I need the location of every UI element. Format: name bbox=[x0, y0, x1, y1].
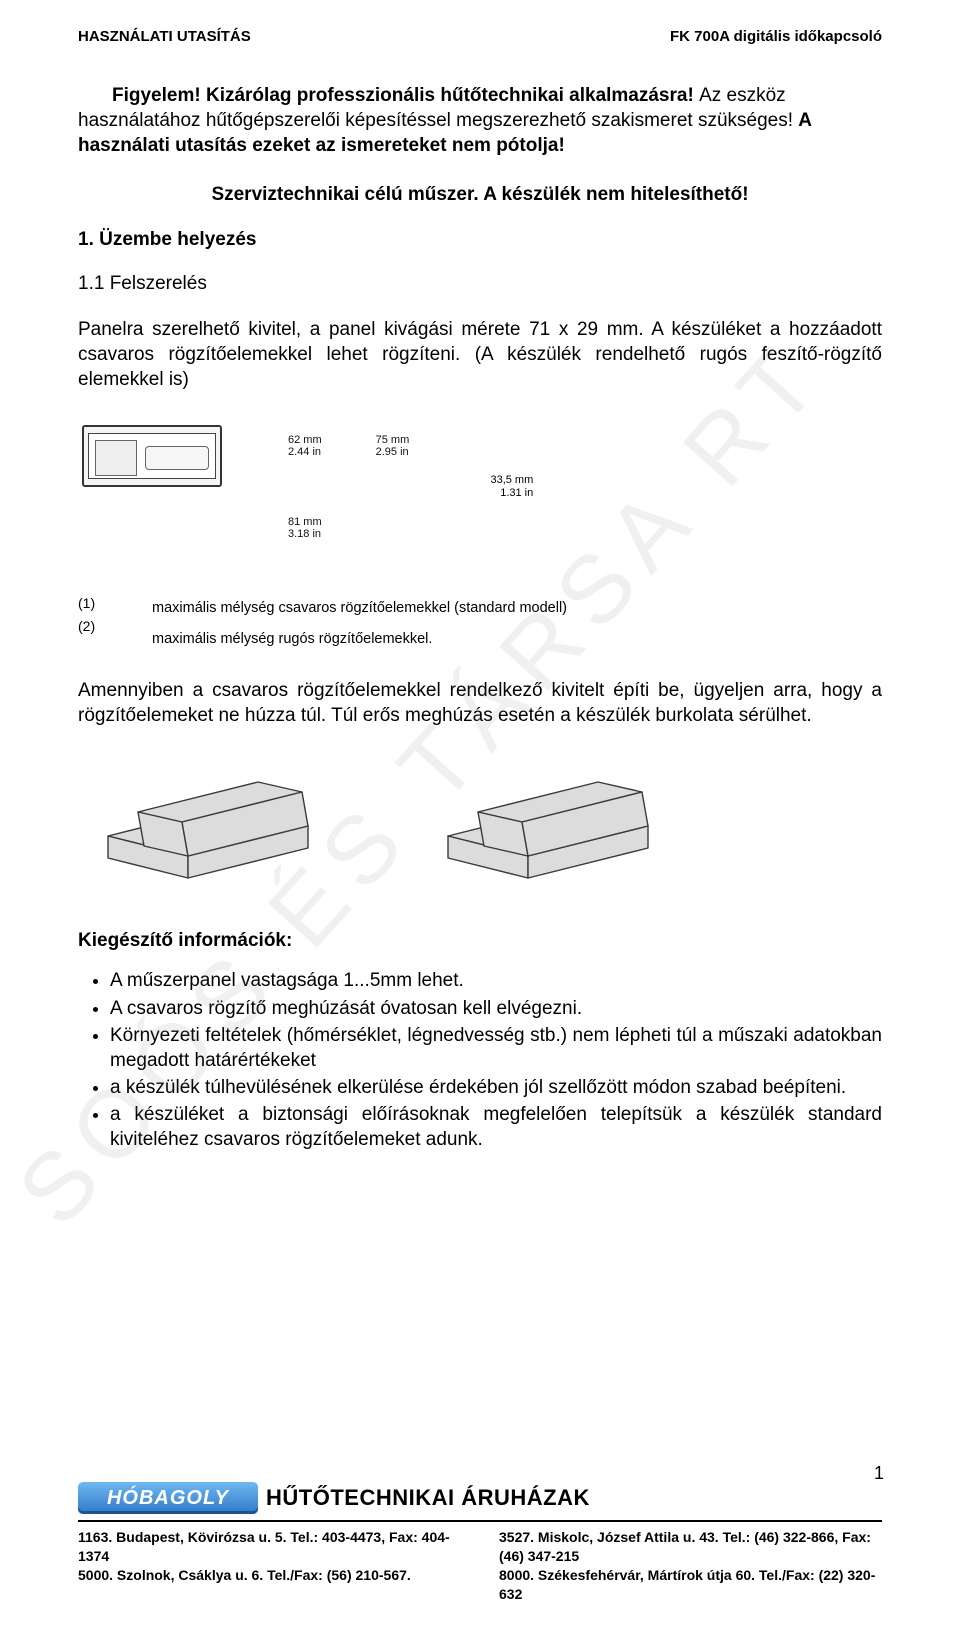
dim-w3-mm: 81 mm bbox=[288, 516, 409, 528]
dim-w1-in: 2.44 in bbox=[288, 446, 322, 458]
dimension-labels: 62 mm 2.44 in 75 mm 2.95 in 81 mm 3.18 i… bbox=[288, 434, 409, 540]
dimension-diagram: 62 mm 2.44 in 75 mm 2.95 in 81 mm 3.18 i… bbox=[78, 407, 882, 567]
notes-index: (1) (2) bbox=[78, 593, 102, 639]
page: SOÓS ÉS TÁRSA RT HASZNÁLATI UTASÍTÁS FK … bbox=[0, 0, 960, 1632]
header-right: FK 700A digitális időkapcsoló bbox=[670, 28, 882, 45]
list-item: A csavaros rögzítő meghúzását óvatosan k… bbox=[110, 996, 882, 1021]
warning-lead: Figyelem! Kizárólag professzionális hűtő… bbox=[112, 85, 699, 106]
footer-rule bbox=[78, 1520, 882, 1522]
note-text-1: maximális mélység csavaros rögzítőelemek… bbox=[152, 593, 567, 625]
note-idx-1: (1) bbox=[78, 593, 102, 614]
iso-drawing-left bbox=[78, 752, 338, 892]
isometric-diagram bbox=[78, 742, 882, 902]
section-1-1-title: 1.1 Felszerelés bbox=[78, 273, 882, 295]
dim-w2-in: 2.95 in bbox=[376, 446, 410, 458]
brand-logo: HÓBAGOLY bbox=[78, 1482, 258, 1514]
bullet-list: A műszerpanel vastagsága 1...5mm lehet. … bbox=[78, 968, 882, 1152]
header: HASZNÁLATI UTASÍTÁS FK 700A digitális id… bbox=[78, 28, 882, 45]
section-1-title: 1. Üzembe helyezés bbox=[78, 229, 882, 251]
header-left: HASZNÁLATI UTASÍTÁS bbox=[78, 28, 251, 45]
dim-w3-in: 3.18 in bbox=[288, 528, 409, 540]
list-item: a készüléket a biztonsági előírásoknak m… bbox=[110, 1102, 882, 1152]
addr-right-1: 3527. Miskolc, József Attila u. 43. Tel.… bbox=[499, 1528, 882, 1566]
page-number: 1 bbox=[874, 1463, 884, 1484]
warning-block: Figyelem! Kizárólag professzionális hűtő… bbox=[78, 83, 882, 158]
dim-w1-mm: 62 mm bbox=[288, 434, 322, 446]
note-idx-2: (2) bbox=[78, 616, 102, 637]
footer-title: HŰTŐTECHNIKAI ÁRUHÁZAK bbox=[266, 1485, 590, 1511]
subline: Szerviztechnikai célú műszer. A készülék… bbox=[78, 182, 882, 207]
dimension-height: 33,5 mm 1.31 in bbox=[469, 474, 533, 498]
addr-right-2: 8000. Székesfehérvár, Mártírok útja 60. … bbox=[499, 1566, 882, 1604]
paragraph-1: Panelra szerelhető kivitel, a panel kivá… bbox=[78, 317, 882, 392]
paragraph-2: Amennyiben a csavaros rögzítőelemekkel r… bbox=[78, 678, 882, 728]
device-front-drawing bbox=[78, 417, 228, 557]
notes: (1) (2) maximális mélység csavaros rögzí… bbox=[78, 593, 882, 657]
iso-drawing-right bbox=[418, 752, 678, 892]
list-item: a készülék túlhevülésének elkerülése érd… bbox=[110, 1075, 882, 1100]
addr-left-1: 1163. Budapest, Kövirózsa u. 5. Tel.: 40… bbox=[78, 1528, 461, 1566]
notes-text: maximális mélység csavaros rögzítőelemek… bbox=[152, 593, 567, 657]
list-item: A műszerpanel vastagsága 1...5mm lehet. bbox=[110, 968, 882, 993]
dim-h-in: 1.31 in bbox=[469, 487, 533, 499]
addr-left-2: 5000. Szolnok, Csáklya u. 6. Tel./Fax: (… bbox=[78, 1566, 461, 1585]
list-item: Környezeti feltételek (hőmérséklet, légn… bbox=[110, 1023, 882, 1073]
dim-h-mm: 33,5 mm bbox=[469, 474, 533, 486]
note-text-2: maximális mélység rugós rögzítőelemekkel… bbox=[152, 624, 567, 656]
supplementary-title: Kiegészítő információk: bbox=[78, 930, 882, 952]
dim-w2-mm: 75 mm bbox=[376, 434, 410, 446]
footer-addresses: 1163. Budapest, Kövirózsa u. 5. Tel.: 40… bbox=[78, 1528, 882, 1604]
footer: HÓBAGOLY HŰTŐTECHNIKAI ÁRUHÁZAK 1163. Bu… bbox=[0, 1482, 960, 1632]
